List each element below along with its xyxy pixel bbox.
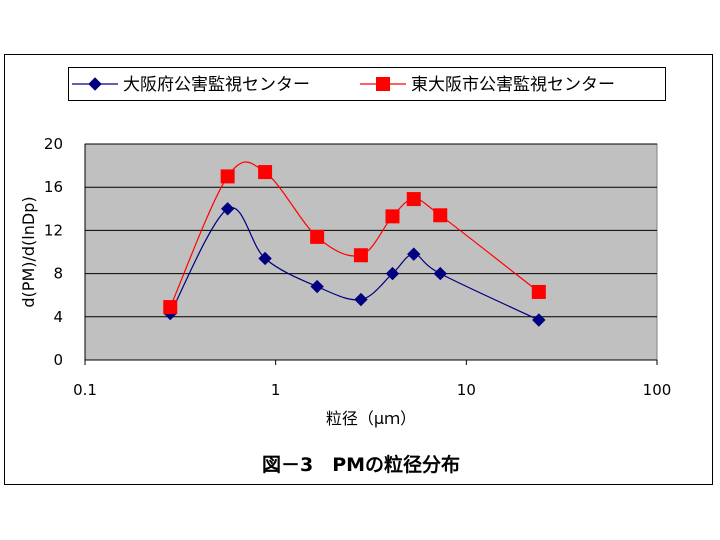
y-tick-label: 16 (44, 178, 63, 196)
legend-marker (88, 77, 102, 91)
legend-marker (376, 77, 390, 91)
data-point (220, 202, 235, 216)
x-tick-label: 10 (457, 381, 476, 399)
y-axis-ticks: 0 4 8 12 16 20 (44, 135, 86, 369)
y-tick-label: 12 (44, 221, 63, 239)
data-point (385, 209, 400, 224)
grid (85, 143, 657, 318)
data-point (258, 251, 272, 266)
data-point (433, 208, 448, 223)
series-2 (163, 161, 546, 315)
data-point (354, 292, 368, 307)
data-point (406, 192, 421, 207)
data-point (433, 266, 447, 281)
data-point (407, 247, 421, 261)
data-point (310, 279, 324, 294)
data-point (531, 284, 546, 299)
x-tick-label: 1 (271, 381, 281, 399)
y-tick-label: 20 (44, 135, 63, 153)
chart-title: 図－3 PMの粒径分布 (262, 453, 460, 476)
x-tick-label: 100 (643, 381, 672, 399)
y-tick-label: 0 (53, 351, 63, 369)
legend-label: 大阪府公害監視センター (123, 75, 310, 95)
data-point (163, 300, 178, 315)
series-group (163, 161, 546, 327)
data-point (532, 313, 546, 327)
data-point (220, 169, 235, 184)
x-tick-label: 0.1 (73, 381, 97, 399)
data-point (310, 229, 325, 244)
plot-area (84, 143, 658, 361)
series-1 (163, 202, 546, 327)
legend: 大阪府公害監視センター 東大阪市公害監視センター (68, 67, 666, 101)
y-axis-label: d(PM)/d(lnDp) (19, 196, 38, 307)
data-point (258, 165, 273, 180)
data-point (385, 266, 400, 281)
x-axis-label: 粒径（μｍ） (326, 409, 416, 428)
legend-label: 東大阪市公害監視センター (411, 75, 615, 95)
y-tick-label: 8 (53, 265, 63, 283)
x-axis-ticks: 0.1 1 10 100 (73, 359, 672, 399)
data-point (353, 248, 368, 263)
y-tick-label: 4 (53, 308, 63, 326)
